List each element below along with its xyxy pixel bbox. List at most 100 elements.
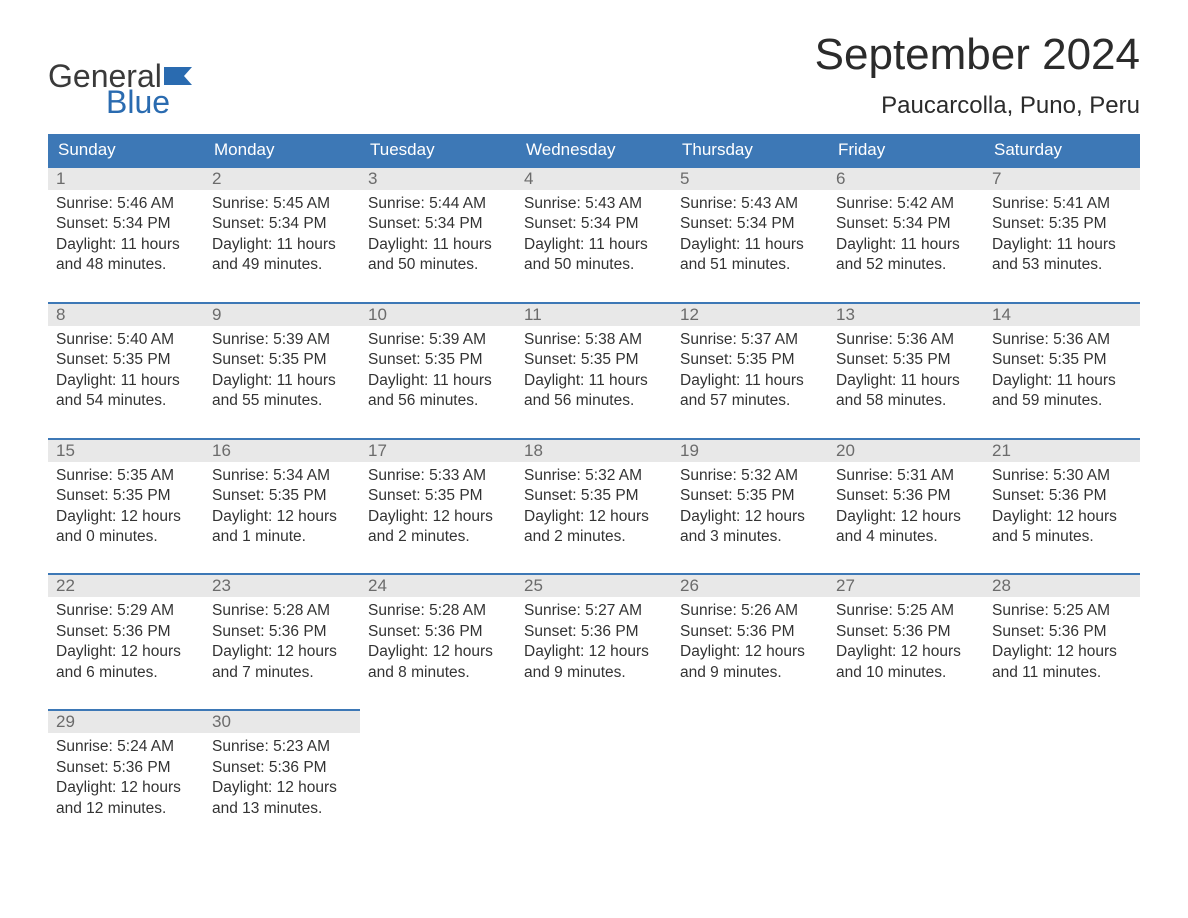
daylight-text: Daylight: 12 hours and 10 minutes. [836, 642, 976, 683]
sunrise-text: Sunrise: 5:39 AM [368, 330, 508, 350]
day-number: 30 [204, 709, 360, 733]
day-cell [984, 709, 1140, 827]
daylight-text: Daylight: 12 hours and 11 minutes. [992, 642, 1132, 683]
day-cell: 23Sunrise: 5:28 AMSunset: 5:36 PMDayligh… [204, 573, 360, 691]
sunset-text: Sunset: 5:34 PM [212, 214, 352, 234]
day-details: Sunrise: 5:40 AMSunset: 5:35 PMDaylight:… [48, 326, 204, 420]
weekday-header: Tuesday [360, 134, 516, 166]
day-details: Sunrise: 5:34 AMSunset: 5:35 PMDaylight:… [204, 462, 360, 556]
daylight-text: Daylight: 12 hours and 7 minutes. [212, 642, 352, 683]
day-details: Sunrise: 5:29 AMSunset: 5:36 PMDaylight:… [48, 597, 204, 691]
daylight-text: Daylight: 12 hours and 0 minutes. [56, 507, 196, 548]
sunset-text: Sunset: 5:34 PM [524, 214, 664, 234]
day-cell: 22Sunrise: 5:29 AMSunset: 5:36 PMDayligh… [48, 573, 204, 691]
day-details: Sunrise: 5:45 AMSunset: 5:34 PMDaylight:… [204, 190, 360, 284]
daylight-text: Daylight: 11 hours and 52 minutes. [836, 235, 976, 276]
day-details: Sunrise: 5:27 AMSunset: 5:36 PMDaylight:… [516, 597, 672, 691]
sunrise-text: Sunrise: 5:45 AM [212, 194, 352, 214]
day-cell: 18Sunrise: 5:32 AMSunset: 5:35 PMDayligh… [516, 438, 672, 556]
day-number: 15 [48, 438, 204, 462]
sunset-text: Sunset: 5:35 PM [212, 486, 352, 506]
daylight-text: Daylight: 11 hours and 55 minutes. [212, 371, 352, 412]
sunrise-text: Sunrise: 5:42 AM [836, 194, 976, 214]
calendar: SundayMondayTuesdayWednesdayThursdayFrid… [48, 134, 1140, 827]
day-cell: 6Sunrise: 5:42 AMSunset: 5:34 PMDaylight… [828, 166, 984, 284]
day-cell: 4Sunrise: 5:43 AMSunset: 5:34 PMDaylight… [516, 166, 672, 284]
day-details: Sunrise: 5:41 AMSunset: 5:35 PMDaylight:… [984, 190, 1140, 284]
sunrise-text: Sunrise: 5:25 AM [836, 601, 976, 621]
sunrise-text: Sunrise: 5:29 AM [56, 601, 196, 621]
day-number: 25 [516, 573, 672, 597]
sunrise-text: Sunrise: 5:39 AM [212, 330, 352, 350]
day-number: 4 [516, 166, 672, 190]
daylight-text: Daylight: 11 hours and 51 minutes. [680, 235, 820, 276]
weekday-header: Saturday [984, 134, 1140, 166]
brand-logo: General Blue [48, 30, 192, 118]
day-cell: 24Sunrise: 5:28 AMSunset: 5:36 PMDayligh… [360, 573, 516, 691]
sunset-text: Sunset: 5:36 PM [368, 622, 508, 642]
day-cell: 11Sunrise: 5:38 AMSunset: 5:35 PMDayligh… [516, 302, 672, 420]
sunset-text: Sunset: 5:36 PM [212, 622, 352, 642]
sunrise-text: Sunrise: 5:27 AM [524, 601, 664, 621]
sunrise-text: Sunrise: 5:40 AM [56, 330, 196, 350]
week-row: 1Sunrise: 5:46 AMSunset: 5:34 PMDaylight… [48, 166, 1140, 284]
sunrise-text: Sunrise: 5:31 AM [836, 466, 976, 486]
sunset-text: Sunset: 5:35 PM [368, 486, 508, 506]
day-cell: 20Sunrise: 5:31 AMSunset: 5:36 PMDayligh… [828, 438, 984, 556]
sunset-text: Sunset: 5:36 PM [524, 622, 664, 642]
week-row: 29Sunrise: 5:24 AMSunset: 5:36 PMDayligh… [48, 709, 1140, 827]
day-cell: 13Sunrise: 5:36 AMSunset: 5:35 PMDayligh… [828, 302, 984, 420]
day-details: Sunrise: 5:30 AMSunset: 5:36 PMDaylight:… [984, 462, 1140, 556]
day-details: Sunrise: 5:28 AMSunset: 5:36 PMDaylight:… [360, 597, 516, 691]
day-details: Sunrise: 5:33 AMSunset: 5:35 PMDaylight:… [360, 462, 516, 556]
sunrise-text: Sunrise: 5:23 AM [212, 737, 352, 757]
sunrise-text: Sunrise: 5:36 AM [836, 330, 976, 350]
daylight-text: Daylight: 11 hours and 57 minutes. [680, 371, 820, 412]
day-number: 13 [828, 302, 984, 326]
day-number: 5 [672, 166, 828, 190]
weeks-container: 1Sunrise: 5:46 AMSunset: 5:34 PMDaylight… [48, 166, 1140, 827]
day-details: Sunrise: 5:46 AMSunset: 5:34 PMDaylight:… [48, 190, 204, 284]
sunset-text: Sunset: 5:36 PM [992, 486, 1132, 506]
day-details: Sunrise: 5:26 AMSunset: 5:36 PMDaylight:… [672, 597, 828, 691]
sunrise-text: Sunrise: 5:38 AM [524, 330, 664, 350]
day-number: 20 [828, 438, 984, 462]
day-details: Sunrise: 5:32 AMSunset: 5:35 PMDaylight:… [516, 462, 672, 556]
sunrise-text: Sunrise: 5:30 AM [992, 466, 1132, 486]
sunrise-text: Sunrise: 5:43 AM [524, 194, 664, 214]
week-row: 8Sunrise: 5:40 AMSunset: 5:35 PMDaylight… [48, 302, 1140, 420]
day-number: 19 [672, 438, 828, 462]
daylight-text: Daylight: 11 hours and 50 minutes. [368, 235, 508, 276]
sunrise-text: Sunrise: 5:34 AM [212, 466, 352, 486]
day-details: Sunrise: 5:31 AMSunset: 5:36 PMDaylight:… [828, 462, 984, 556]
sunrise-text: Sunrise: 5:28 AM [212, 601, 352, 621]
day-number: 14 [984, 302, 1140, 326]
daylight-text: Daylight: 11 hours and 48 minutes. [56, 235, 196, 276]
day-number: 11 [516, 302, 672, 326]
daylight-text: Daylight: 12 hours and 2 minutes. [524, 507, 664, 548]
day-details: Sunrise: 5:44 AMSunset: 5:34 PMDaylight:… [360, 190, 516, 284]
daylight-text: Daylight: 12 hours and 9 minutes. [524, 642, 664, 683]
sunset-text: Sunset: 5:34 PM [56, 214, 196, 234]
daylight-text: Daylight: 12 hours and 5 minutes. [992, 507, 1132, 548]
sunset-text: Sunset: 5:34 PM [368, 214, 508, 234]
sunset-text: Sunset: 5:36 PM [212, 758, 352, 778]
sunrise-text: Sunrise: 5:46 AM [56, 194, 196, 214]
day-details: Sunrise: 5:32 AMSunset: 5:35 PMDaylight:… [672, 462, 828, 556]
sunrise-text: Sunrise: 5:32 AM [524, 466, 664, 486]
sunset-text: Sunset: 5:34 PM [680, 214, 820, 234]
daylight-text: Daylight: 11 hours and 49 minutes. [212, 235, 352, 276]
day-number: 18 [516, 438, 672, 462]
day-cell [360, 709, 516, 827]
sunrise-text: Sunrise: 5:32 AM [680, 466, 820, 486]
sunrise-text: Sunrise: 5:41 AM [992, 194, 1132, 214]
day-cell: 3Sunrise: 5:44 AMSunset: 5:34 PMDaylight… [360, 166, 516, 284]
day-details: Sunrise: 5:35 AMSunset: 5:35 PMDaylight:… [48, 462, 204, 556]
day-number: 1 [48, 166, 204, 190]
day-cell: 27Sunrise: 5:25 AMSunset: 5:36 PMDayligh… [828, 573, 984, 691]
day-details: Sunrise: 5:38 AMSunset: 5:35 PMDaylight:… [516, 326, 672, 420]
daylight-text: Daylight: 11 hours and 59 minutes. [992, 371, 1132, 412]
day-details: Sunrise: 5:23 AMSunset: 5:36 PMDaylight:… [204, 733, 360, 827]
sunrise-text: Sunrise: 5:44 AM [368, 194, 508, 214]
day-cell [672, 709, 828, 827]
